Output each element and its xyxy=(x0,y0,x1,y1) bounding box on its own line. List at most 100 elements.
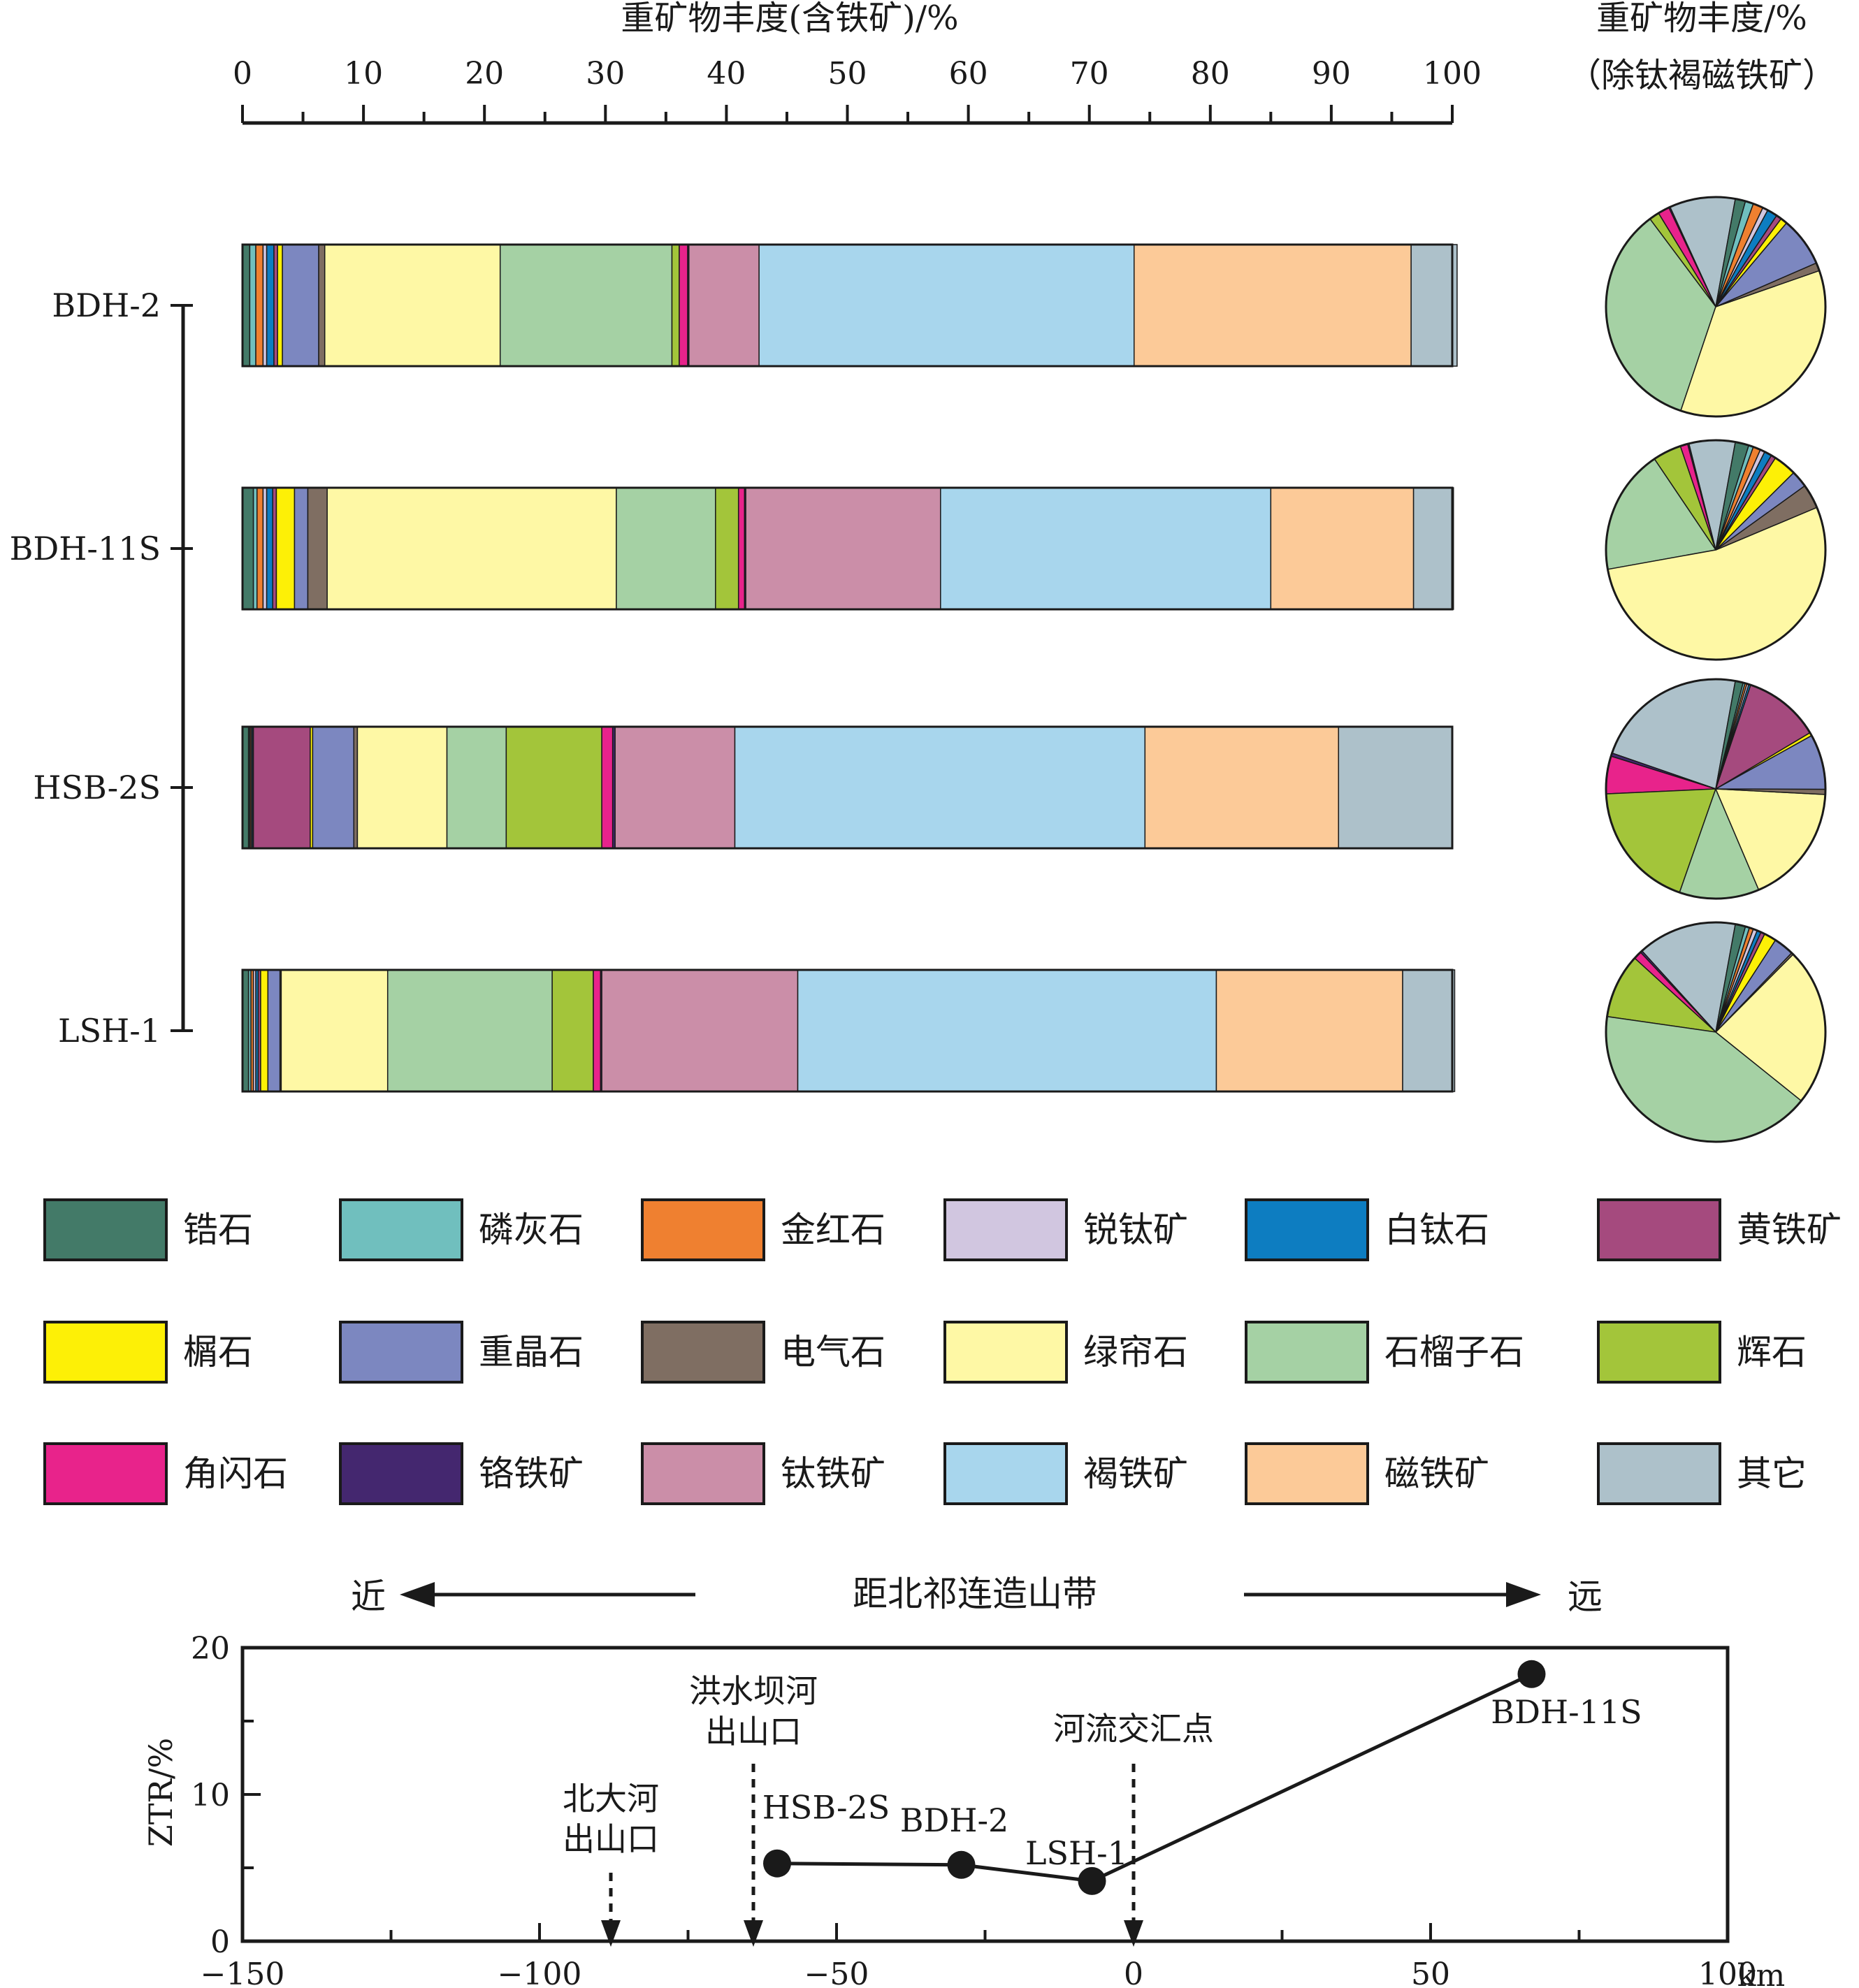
bar-segment xyxy=(671,244,680,367)
legend-item-barite: 重晶石 xyxy=(339,1321,584,1384)
ztr-point xyxy=(1517,1660,1546,1688)
ztr-annotation-text: 出山口 xyxy=(705,1713,802,1750)
ztr-point-label: LSH-1 xyxy=(1025,1834,1128,1872)
bar-segment xyxy=(715,487,739,610)
legend-item-chromite: 铬铁矿 xyxy=(339,1442,584,1505)
legend-label: 磁铁矿 xyxy=(1384,1453,1489,1494)
pie-hsb-2s xyxy=(1605,678,1827,900)
legend-swatch xyxy=(641,1198,765,1261)
ztr-annotation-text: 北大河 xyxy=(563,1780,659,1818)
ztr-y-tick-label: 20 xyxy=(191,1631,230,1667)
top-axis-tick-label: 40 xyxy=(707,56,746,92)
legend-item-leucoxene: 白钛石 xyxy=(1245,1198,1489,1261)
bar-segment xyxy=(734,726,1146,849)
legend-item-zircon: 锆石 xyxy=(43,1198,253,1261)
bar-segment xyxy=(593,969,602,1092)
legend-label: 金红石 xyxy=(781,1210,885,1250)
direction-row: 近 距北祁连造山带 远 xyxy=(351,1574,1603,1617)
bar-segment xyxy=(758,244,1135,367)
ztr-point-label: BDH-2 xyxy=(900,1801,1009,1839)
legend-label: 锆石 xyxy=(183,1210,253,1250)
arrow-right-head xyxy=(1506,1582,1541,1607)
top-axis-tick-label: 100 xyxy=(1423,56,1482,92)
bar-segment xyxy=(1270,487,1415,610)
ztr-annotation-arrowhead xyxy=(744,1920,763,1947)
ztr-x-tick-label: 50 xyxy=(1411,1957,1450,1988)
bar-segment xyxy=(737,487,746,610)
bar-segment xyxy=(1402,969,1456,1092)
bar-segment xyxy=(252,487,258,610)
legend-item-magnetite: 磁铁矿 xyxy=(1245,1442,1489,1505)
top-axis-title: 重矿物丰度(含铁矿)/% xyxy=(621,0,958,38)
bar-segment xyxy=(272,487,277,610)
legend-swatch xyxy=(339,1321,463,1384)
legend-item-amphibole: 角闪石 xyxy=(43,1442,288,1505)
ztr-y-label: ZTR/% xyxy=(142,1738,180,1848)
sample-label: LSH-1 xyxy=(58,1012,161,1050)
bar-segment xyxy=(505,726,602,849)
bar-segment xyxy=(242,244,251,367)
ztr-point xyxy=(1078,1866,1106,1895)
bar-segment xyxy=(312,726,355,849)
legend-swatch xyxy=(641,1321,765,1384)
legend-swatch xyxy=(943,1321,1068,1384)
pie-bdh-11s xyxy=(1605,439,1827,661)
legend-item-ilmenite: 钛铁矿 xyxy=(641,1442,885,1505)
legend-item-pyroxene: 辉石 xyxy=(1597,1321,1807,1384)
bar-segment xyxy=(256,487,264,610)
pie-title-line2: （除钛褐磁铁矿） xyxy=(1568,56,1836,95)
pie-header: 重矿物丰度/% （除钛褐磁铁矿） xyxy=(1568,0,1836,95)
bar-lsh-1 xyxy=(241,968,1456,1093)
bar-segment xyxy=(356,726,448,849)
bar-segment xyxy=(616,487,716,610)
ztr-annotation-arrowhead xyxy=(1124,1920,1143,1947)
legend-swatch xyxy=(43,1321,168,1384)
bar-outline xyxy=(241,725,1454,850)
legend-swatch xyxy=(1597,1321,1721,1384)
ztr-y-tick-label: 10 xyxy=(191,1778,230,1813)
sample-label: BDH-11S xyxy=(10,530,161,567)
bar-segment xyxy=(267,969,281,1092)
ztr-x-unit: km xyxy=(1737,1958,1785,1988)
bar-segment xyxy=(614,726,736,849)
top-axis-tick-label: 90 xyxy=(1312,56,1351,92)
legend-label: 磷灰石 xyxy=(479,1210,584,1250)
bar-segment xyxy=(499,244,673,367)
ztr-point-label: BDH-11S xyxy=(1491,1693,1642,1731)
legend-swatch xyxy=(1597,1198,1721,1261)
top-axis-tick-label: 80 xyxy=(1191,56,1230,92)
bar-outline xyxy=(241,486,1454,611)
sample-label: BDH-2 xyxy=(52,286,161,324)
ztr-x-tick-label: −50 xyxy=(804,1957,869,1988)
legend-item-anatase: 锐钛矿 xyxy=(943,1198,1188,1261)
bar-segment xyxy=(601,726,614,849)
bar-segment xyxy=(307,487,328,610)
bar-segment xyxy=(940,487,1272,610)
bar-segment xyxy=(260,969,269,1092)
ztr-annotation-text: 洪水坝河 xyxy=(689,1672,818,1710)
ztr-annotation: 河流交汇点 xyxy=(1053,1710,1214,1947)
bar-segment xyxy=(282,244,319,367)
legend-swatch xyxy=(43,1198,168,1261)
legend-item-rutile: 金红石 xyxy=(641,1198,885,1261)
legend-swatch xyxy=(1245,1321,1369,1384)
bar-segment xyxy=(294,487,309,610)
bar-segment xyxy=(324,244,501,367)
ztr-annotation-text: 河流交汇点 xyxy=(1053,1710,1214,1748)
bar-outline xyxy=(241,968,1454,1093)
bar-segment xyxy=(266,244,275,367)
bar-segment xyxy=(446,726,507,849)
legend-item-apatite: 磷灰石 xyxy=(339,1198,584,1261)
bar-segment xyxy=(688,244,760,367)
sample-axis: BDH-2 BDH-11S HSB-2S LSH-1 xyxy=(10,286,193,1050)
bar-segment xyxy=(275,487,296,610)
ztr-x-tick-label: −150 xyxy=(201,1957,285,1988)
direction-near-label: 近 xyxy=(351,1576,386,1617)
legend-label: 榍石 xyxy=(183,1332,253,1372)
pie-outline xyxy=(1605,439,1827,661)
legend-swatch xyxy=(339,1198,463,1261)
legend-item-tourmaline: 电气石 xyxy=(641,1321,885,1384)
legend-label: 白钛石 xyxy=(1384,1210,1489,1250)
